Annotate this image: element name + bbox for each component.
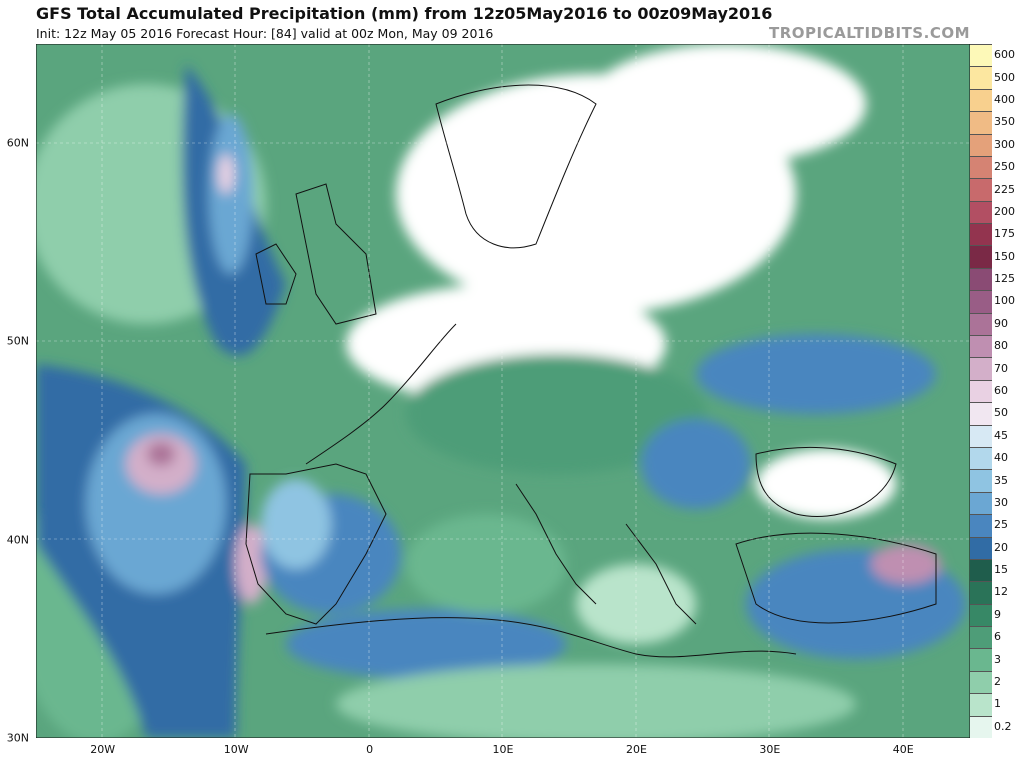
colorbar-swatch: [970, 670, 992, 694]
lat-label: 30N: [6, 731, 29, 745]
brand-watermark: TROPICALTIDBITS.COM: [769, 24, 970, 42]
colorbar-swatch: [970, 424, 992, 447]
lon-label: 10W: [223, 743, 249, 756]
lat-label: 50N: [6, 334, 29, 348]
map-subtitle: Init: 12z May 05 2016 Forecast Hour: [84…: [36, 26, 494, 41]
precipitation-map: [36, 44, 970, 738]
colorbar-swatch: [970, 379, 992, 403]
colorbar-label: 6: [994, 630, 1001, 644]
colorbar-label: 100: [994, 294, 1015, 308]
colorbar-label: 30: [994, 495, 1008, 509]
colorbar-label: 70: [994, 361, 1008, 375]
colorbar-label: 80: [994, 339, 1008, 353]
lon-label: 20E: [625, 743, 647, 756]
colorbar-swatch: [970, 693, 992, 716]
lon-label: 40E: [892, 743, 914, 756]
colorbar-label: 175: [994, 227, 1015, 241]
colorbar-label: 25: [994, 518, 1008, 532]
colorbar-swatch: [970, 648, 992, 671]
graticule: [36, 44, 970, 738]
lon-label: 0: [366, 743, 374, 756]
colorbar-label: 20: [994, 540, 1008, 554]
colorbar-swatch: [970, 88, 992, 112]
colorbar-swatch: [970, 223, 992, 246]
colorbar: 600 500 400 350 300 250 225 200 175 150 125 100 90 80…: [970, 44, 1024, 738]
colorbar-label: 500: [994, 70, 1015, 84]
map-title: GFS Total Accumulated Precipitation (mm)…: [36, 4, 773, 23]
colorbar-label: 150: [994, 249, 1015, 263]
colorbar-swatch: [970, 111, 992, 134]
colorbar-swatch: [970, 715, 992, 738]
colorbar-label: 50: [994, 406, 1008, 420]
colorbar-label: 90: [994, 316, 1008, 330]
colorbar-swatch: [970, 558, 992, 582]
colorbar-label: 3: [994, 652, 1001, 666]
colorbar-label: 300: [994, 137, 1015, 151]
colorbar-label: 1: [994, 697, 1001, 711]
colorbar-swatch: [970, 312, 992, 336]
colorbar-swatch: [970, 603, 992, 627]
colorbar-swatch: [970, 44, 992, 67]
colorbar-swatch: [970, 267, 992, 291]
colorbar-swatch: [970, 155, 992, 179]
colorbar-label: 0.2: [994, 719, 1012, 733]
colorbar-label: 400: [994, 92, 1015, 106]
colorbar-swatch: [970, 446, 992, 470]
colorbar-swatch: [970, 491, 992, 515]
colorbar-label: 2: [994, 675, 1001, 689]
colorbar-label: 40: [994, 451, 1008, 465]
colorbar-swatch: [970, 357, 992, 380]
colorbar-swatch: [970, 178, 992, 201]
colorbar-swatch: [970, 536, 992, 559]
colorbar-swatch: [970, 200, 992, 224]
lat-label: 40N: [6, 533, 29, 547]
colorbar-swatch: [970, 469, 992, 492]
colorbar-label: 60: [994, 384, 1008, 397]
colorbar-swatch: [970, 66, 992, 89]
colorbar-swatch: [970, 514, 992, 537]
coastlines: [245, 84, 937, 658]
lon-label: 30E: [759, 743, 781, 756]
colorbar-label: 125: [994, 272, 1015, 286]
colorbar-label: 15: [994, 563, 1008, 577]
lon-label: 20W: [90, 743, 116, 756]
colorbar-label: 200: [994, 204, 1015, 218]
colorbar-swatch: [970, 626, 992, 649]
precip-field: [36, 44, 966, 738]
colorbar-swatch: [970, 581, 992, 604]
colorbar-label: 250: [994, 160, 1015, 174]
colorbar-swatch: [970, 290, 992, 313]
colorbar-label: 12: [994, 585, 1008, 599]
colorbar-swatch: [970, 245, 992, 268]
colorbar-label: 9: [994, 607, 1001, 621]
colorbar-swatch: [970, 335, 992, 358]
colorbar-label: 350: [994, 115, 1015, 129]
colorbar-label: 35: [994, 473, 1008, 487]
colorbar-swatch: [970, 133, 992, 156]
lon-label: 10E: [492, 743, 514, 756]
colorbar-label: 45: [994, 428, 1008, 442]
lat-label: 60N: [6, 136, 29, 150]
colorbar-swatch: [970, 402, 992, 425]
colorbar-label: 600: [994, 48, 1015, 62]
colorbar-label: 225: [994, 182, 1015, 196]
